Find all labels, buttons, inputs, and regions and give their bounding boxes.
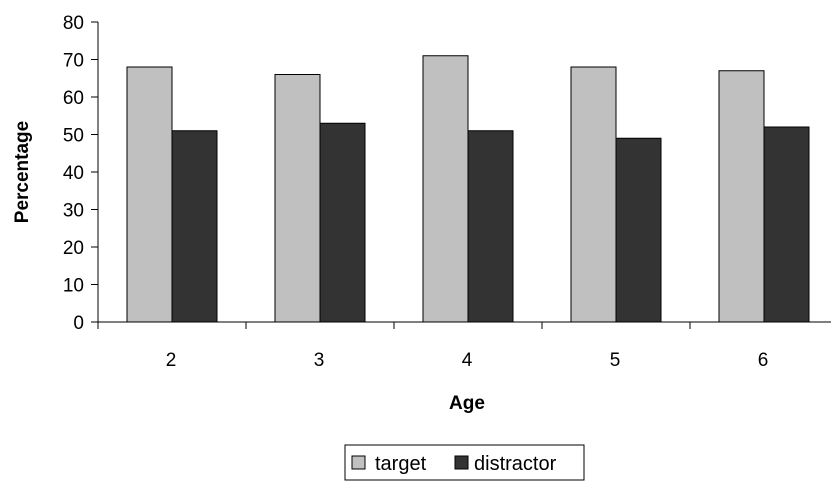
x-tick-label: 2 [166, 350, 177, 371]
y-tick-label: 30 [63, 201, 84, 222]
legend: target distractor [344, 444, 585, 481]
y-axis-ticks: 0 10 20 30 40 50 60 70 80 [63, 13, 98, 334]
bar-target-5 [570, 66, 617, 323]
y-tick-label: 50 [63, 126, 84, 147]
bar-target-3 [274, 74, 321, 323]
y-tick-label: 40 [63, 163, 84, 184]
x-tick-label: 3 [314, 350, 325, 371]
legend-swatch-target [351, 455, 366, 470]
y-tick-label: 60 [63, 88, 84, 109]
x-tick-label: 5 [610, 350, 621, 371]
x-axis-title: Age [449, 393, 485, 414]
y-tick-label: 0 [73, 313, 84, 334]
legend-label-target: target [375, 453, 427, 475]
bar-target-6 [718, 70, 765, 323]
y-tick-label: 70 [63, 51, 84, 72]
bar-distractor-6 [763, 126, 810, 323]
y-axis-title: Percentage [12, 121, 33, 223]
bars [126, 55, 810, 323]
y-tick-label: 80 [63, 13, 84, 34]
y-tick-label: 10 [63, 276, 84, 297]
bar-distractor-2 [171, 130, 218, 323]
bar-target-4 [422, 55, 469, 323]
y-tick-label: 20 [63, 238, 84, 259]
bar-distractor-3 [319, 122, 366, 323]
x-axis-ticks: 2 3 4 5 6 [97, 322, 769, 371]
bar-distractor-5 [615, 137, 662, 323]
legend-label-distractor: distractor [474, 453, 557, 475]
x-tick-label: 6 [758, 350, 769, 371]
x-tick-label: 4 [462, 350, 473, 371]
bar-target-2 [126, 66, 173, 323]
bar-distractor-4 [467, 130, 514, 323]
legend-swatch-distractor [454, 455, 469, 470]
plot-area: 0 10 20 30 40 50 60 70 80 2 3 4 5 6 [63, 13, 831, 371]
